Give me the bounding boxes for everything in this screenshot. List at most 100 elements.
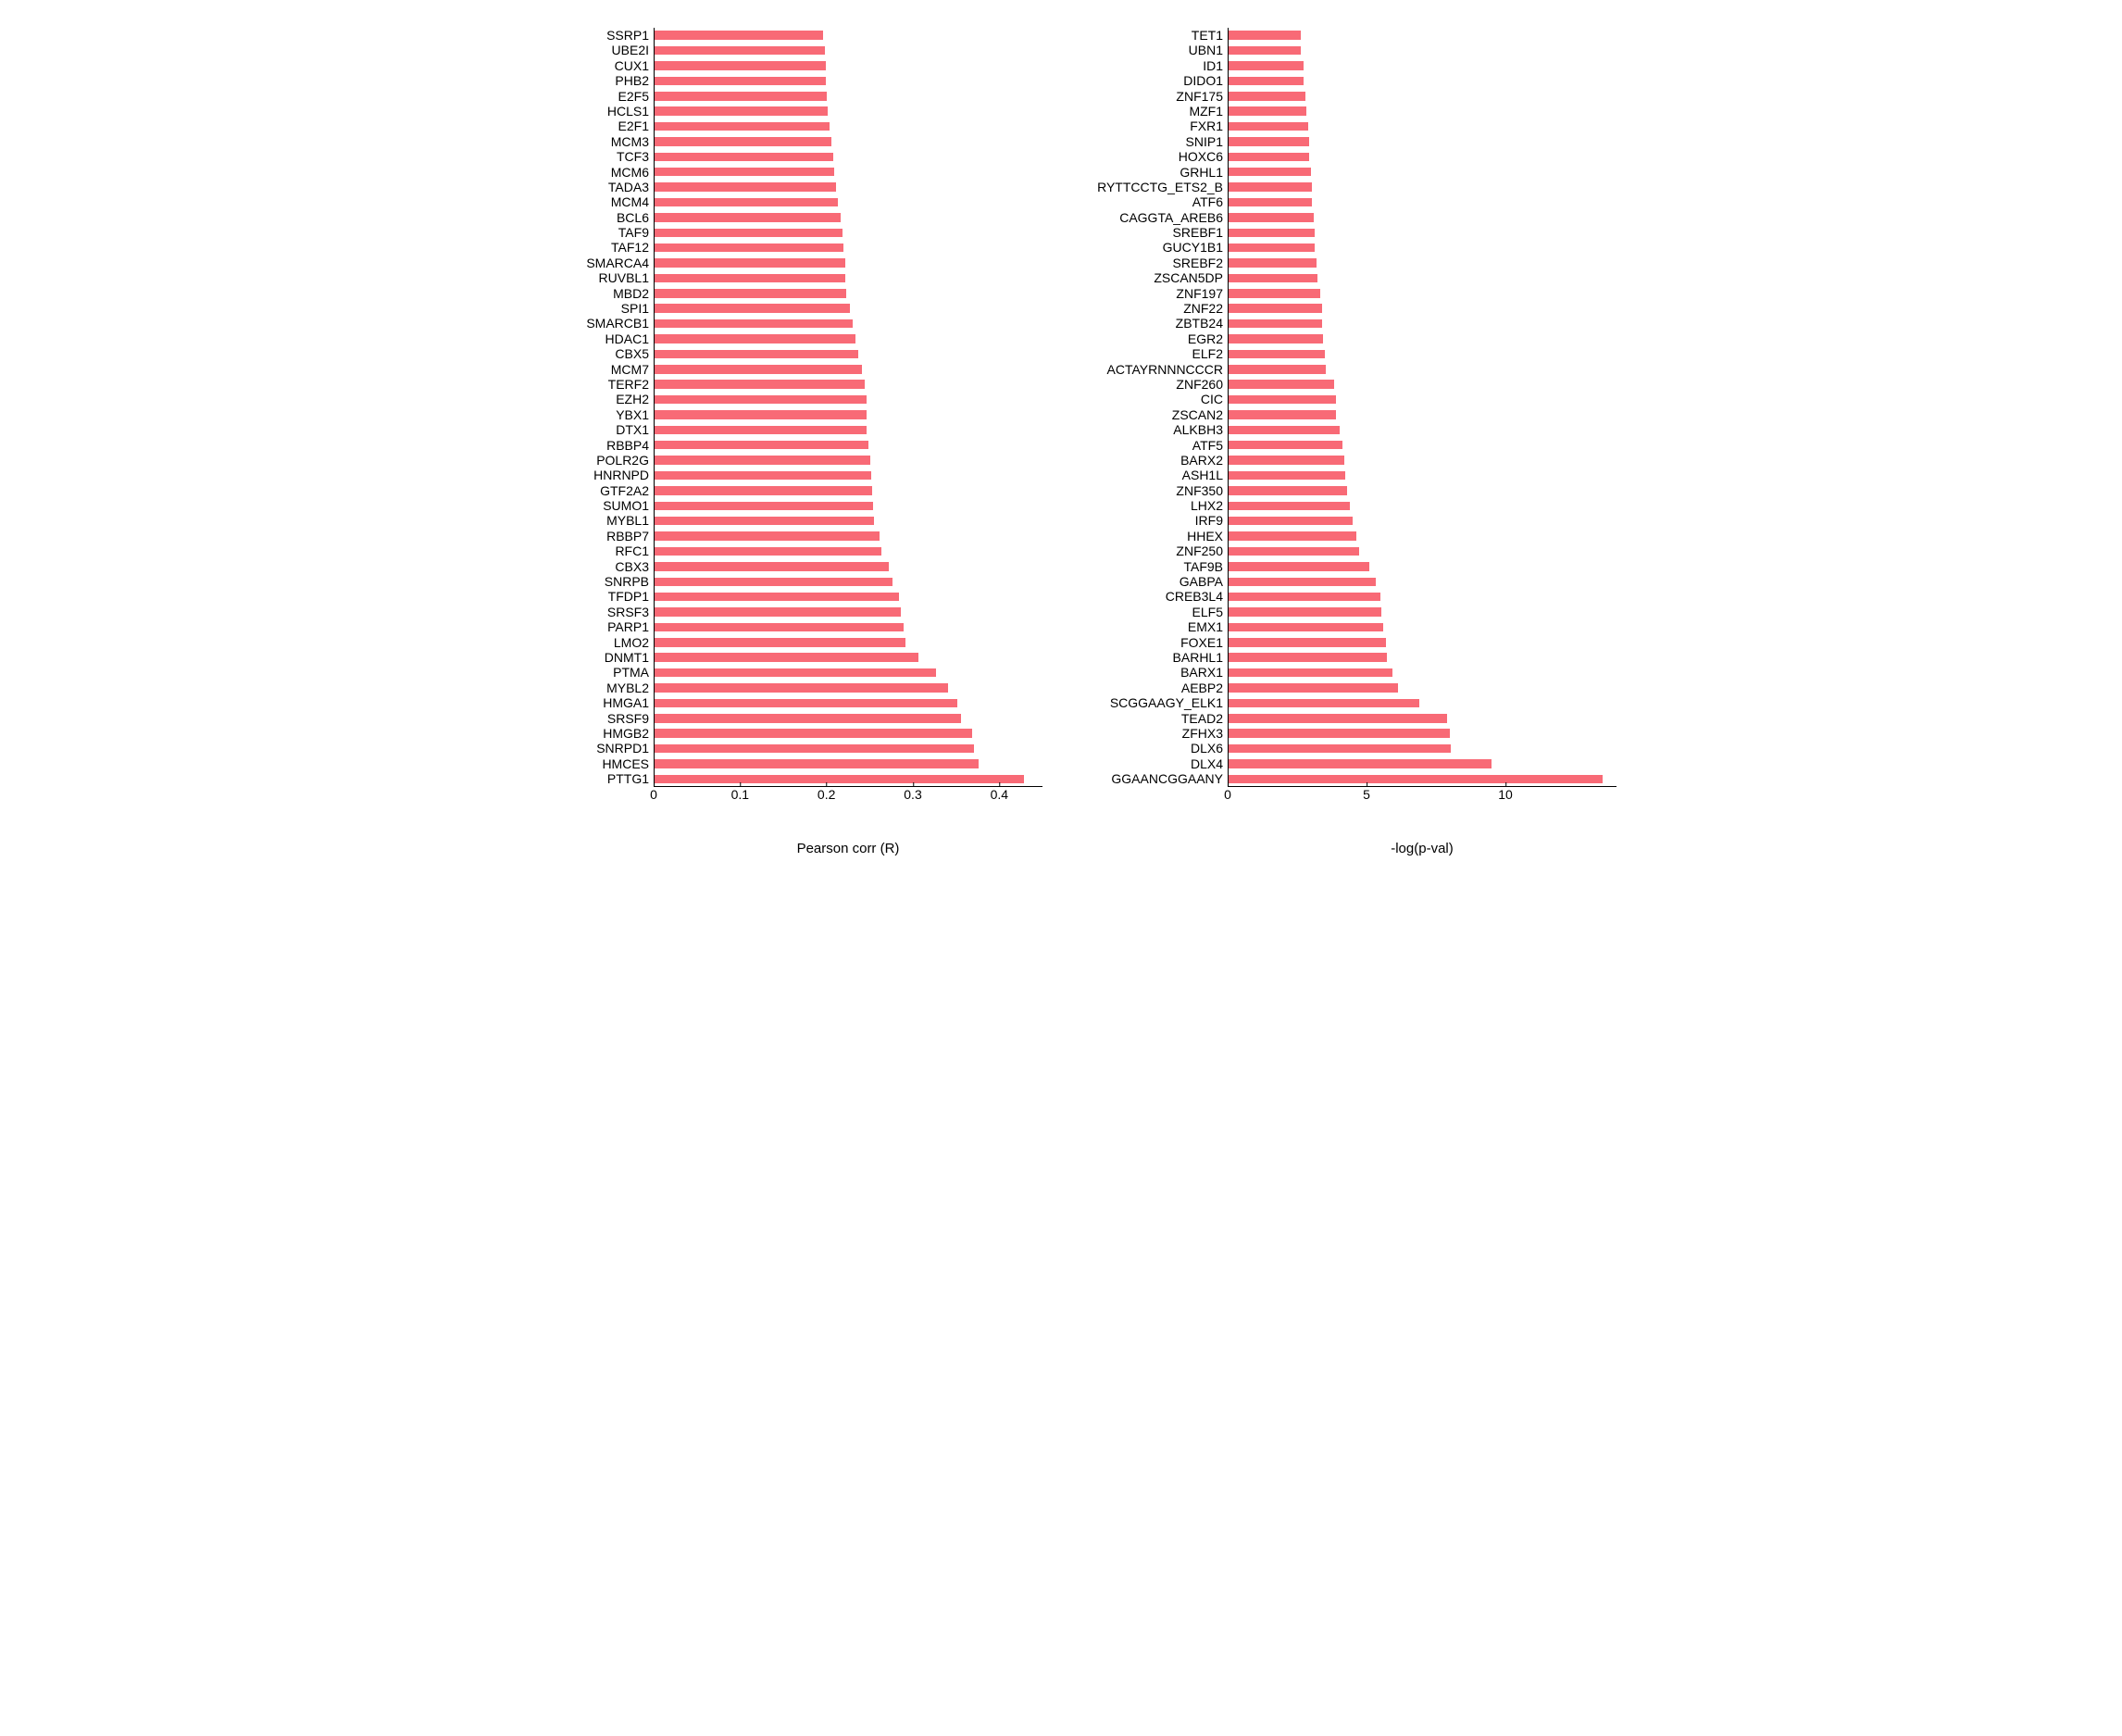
bar-row: LHX2 xyxy=(1229,498,1616,513)
bar-label: CBX5 xyxy=(615,346,655,361)
x-axis: 0510 xyxy=(1228,787,1616,815)
plot-area: TET1UBN1ID1DIDO1ZNF175MZF1FXR1SNIP1HOXC6… xyxy=(1228,28,1616,787)
bar-label: RBBP4 xyxy=(606,438,655,453)
bar-row: ZSCAN5DP xyxy=(1229,270,1616,285)
x-tick: 0.4 xyxy=(991,787,1008,802)
bar-row: TCF3 xyxy=(655,149,1042,164)
bar-label: BARHL1 xyxy=(1173,650,1229,665)
bar-label: ZNF22 xyxy=(1183,301,1229,316)
bar-row: ZBTB24 xyxy=(1229,316,1616,331)
bar-row: RYTTCCTG_ETS2_B xyxy=(1229,180,1616,194)
bar-label: E2F1 xyxy=(618,119,655,133)
bar-label: YBX1 xyxy=(616,407,655,422)
bar xyxy=(1229,759,1492,768)
bar xyxy=(1229,137,1309,146)
bar xyxy=(655,607,901,617)
bar-label: MBD2 xyxy=(613,286,655,301)
bar-row: ALKBH3 xyxy=(1229,422,1616,437)
bar xyxy=(1229,714,1447,723)
bar xyxy=(655,380,865,389)
bar xyxy=(1229,350,1325,359)
bar xyxy=(1229,562,1369,571)
bar-row: EMX1 xyxy=(1229,619,1616,634)
bar-row: MYBL1 xyxy=(655,514,1042,529)
bar-label: CREB3L4 xyxy=(1166,589,1229,604)
bar xyxy=(655,699,957,708)
bar-label: TEAD2 xyxy=(1181,711,1229,726)
bar xyxy=(655,137,831,146)
x-axis-label: -log(p-val) xyxy=(1228,841,1616,856)
bar-label: DLX4 xyxy=(1191,756,1229,771)
bar xyxy=(655,578,892,587)
bar-row: ZNF350 xyxy=(1229,483,1616,498)
bar xyxy=(1229,258,1317,268)
plot-area: SSRP1UBE2ICUX1PHB2E2F5HCLS1E2F1MCM3TCF3M… xyxy=(654,28,1042,787)
bar xyxy=(1229,365,1326,374)
bar-label: HCLS1 xyxy=(607,104,655,119)
bar-row: MBD2 xyxy=(655,286,1042,301)
bar xyxy=(655,168,834,177)
bar-label: PARP1 xyxy=(607,619,655,634)
bar-label: DIDO1 xyxy=(1183,73,1229,88)
bar-row: ZNF175 xyxy=(1229,89,1616,104)
bar-row: POLR2G xyxy=(655,453,1042,468)
bar-label: ZNF250 xyxy=(1176,543,1229,558)
bar-row: HCLS1 xyxy=(655,104,1042,119)
x-axis: 00.10.20.30.4 xyxy=(654,787,1042,815)
bar xyxy=(1229,547,1359,556)
bar-label: MCM6 xyxy=(611,165,655,180)
bar-row: DTX1 xyxy=(655,422,1042,437)
pearson-corr-chart: SSRP1UBE2ICUX1PHB2E2F5HCLS1E2F1MCM3TCF3M… xyxy=(506,28,1042,856)
bar-row: CUX1 xyxy=(655,58,1042,73)
x-tick: 10 xyxy=(1498,787,1513,802)
bar xyxy=(1229,593,1380,602)
bar xyxy=(1229,213,1314,222)
bar-row: MZF1 xyxy=(1229,104,1616,119)
bar-label: SSRP1 xyxy=(606,28,655,43)
bar-row: ELF2 xyxy=(1229,346,1616,361)
bar-label: SUMO1 xyxy=(603,498,655,513)
bar-row: TAF9 xyxy=(655,225,1042,240)
bar xyxy=(655,502,873,511)
bar-row: RFC1 xyxy=(655,543,1042,558)
bar-label: HNRNPD xyxy=(593,468,655,482)
bar xyxy=(655,61,826,70)
bar-label: SRSF3 xyxy=(607,605,655,619)
bar-label: LHX2 xyxy=(1191,498,1229,513)
bar-row: HDAC1 xyxy=(655,331,1042,346)
bar xyxy=(655,668,936,678)
bar xyxy=(1229,182,1312,192)
bar-label: E2F5 xyxy=(618,89,655,104)
bar-row: RBBP4 xyxy=(655,438,1042,453)
bar-label: SNRPB xyxy=(605,574,655,589)
bar-label: GTF2A2 xyxy=(600,483,655,498)
bar xyxy=(1229,410,1336,419)
bar xyxy=(655,198,838,207)
bar-label: MCM3 xyxy=(611,134,655,149)
bar xyxy=(1229,77,1304,86)
bar-label: MZF1 xyxy=(1189,104,1229,119)
bar-label: CBX3 xyxy=(615,559,655,574)
bar-row: PTMA xyxy=(655,665,1042,680)
bar xyxy=(655,350,858,359)
bar xyxy=(1229,607,1381,617)
bar-label: ZSCAN2 xyxy=(1172,407,1229,422)
bar xyxy=(1229,106,1306,116)
bar xyxy=(1229,486,1347,495)
bar-row: SUMO1 xyxy=(655,498,1042,513)
bar xyxy=(1229,775,1603,784)
bar-row: GGAANCGGAANY xyxy=(1229,771,1616,786)
bar-row: SMARCA4 xyxy=(655,256,1042,270)
bar-label: ATF6 xyxy=(1192,194,1229,209)
bar-row: TFDP1 xyxy=(655,589,1042,604)
bar-row: PARP1 xyxy=(655,619,1042,634)
bar xyxy=(1229,653,1387,662)
bar-row: HMCES xyxy=(655,756,1042,771)
x-tick: 0.3 xyxy=(904,787,921,802)
bar-row: MCM7 xyxy=(655,362,1042,377)
bar-row: BARHL1 xyxy=(1229,650,1616,665)
bar-label: IRF9 xyxy=(1195,513,1229,528)
bar xyxy=(655,122,830,131)
bar-row: CAGGTA_AREB6 xyxy=(1229,210,1616,225)
bar-label: UBN1 xyxy=(1189,43,1229,57)
